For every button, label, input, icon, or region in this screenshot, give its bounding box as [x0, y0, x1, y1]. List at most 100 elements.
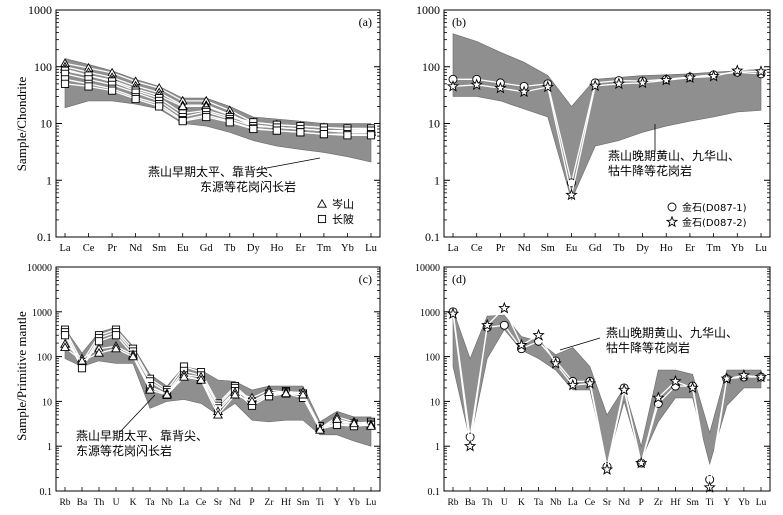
data-point-star — [707, 69, 720, 82]
legend-marker-circle — [667, 202, 677, 212]
x-tick-label: Gd — [589, 243, 603, 254]
data-point-triangle — [315, 424, 325, 434]
y-tick-label: 100 — [34, 60, 52, 74]
x-tick-label: La — [59, 243, 70, 254]
legend-label: 金石(D087-1) — [682, 201, 747, 214]
x-tick-label: Ho — [270, 243, 283, 254]
legend-marker-triangle — [317, 198, 327, 208]
data-point-star — [737, 368, 751, 381]
data-point-star — [600, 463, 614, 475]
y-tick-label: 1000 — [416, 3, 440, 17]
data-point-square — [225, 118, 234, 127]
data-point-square — [111, 331, 121, 340]
x-tick-label: Yb — [341, 243, 354, 254]
x-tick-label: Nd — [518, 243, 532, 254]
x-tick-label: Hf — [670, 497, 681, 508]
data-point-square — [155, 102, 164, 111]
annotation-leader — [559, 337, 601, 351]
x-tick-label: Sr — [603, 498, 612, 508]
y-tick-label: 1000 — [420, 308, 440, 319]
x-tick-label: Tb — [613, 243, 625, 254]
data-point-star — [720, 372, 733, 385]
y-tick-label: 1 — [47, 442, 52, 453]
data-point-star — [481, 318, 494, 331]
data-point-star — [669, 374, 682, 387]
x-tick-label: Nb — [161, 498, 173, 508]
data-point-square — [343, 131, 352, 140]
data-point-square — [249, 124, 258, 134]
x-tick-label: Y — [334, 498, 341, 508]
data-point-square — [131, 94, 140, 104]
reference-field-band — [452, 33, 762, 201]
annotation-line-2: 东源等花岗闪长岩 — [200, 179, 296, 194]
series-line — [452, 70, 762, 196]
panel-label: (c) — [359, 272, 372, 286]
x-tick-label: Nd — [229, 498, 241, 508]
data-point-triangle — [332, 414, 342, 423]
x-tick-label: Ce — [196, 498, 207, 508]
data-point-square — [108, 86, 117, 95]
x-tick-label: Lu — [756, 498, 767, 508]
data-point-star — [446, 79, 460, 92]
data-point-circle — [499, 320, 509, 330]
y-tick-label: 10000 — [27, 263, 52, 274]
data-point-triangle — [349, 418, 359, 428]
x-tick-label: Pr — [496, 243, 506, 254]
annotation-line-1: 燕山晚期黄山、九华山、 — [608, 149, 740, 163]
data-point-triangle — [298, 389, 308, 399]
x-tick-label: Nd — [129, 243, 143, 254]
x-tick-label: Eu — [566, 243, 578, 254]
x-tick-label: Ce — [83, 243, 95, 254]
data-point-triangle — [179, 371, 189, 381]
legend-label: 长陂 — [332, 212, 354, 226]
ylabel-top: Sample/Chondrite — [14, 76, 29, 171]
x-tick-label: La — [447, 243, 458, 254]
x-tick-label: Gd — [200, 243, 214, 254]
x-tick-label: La — [568, 498, 579, 508]
x-tick-label: Sm — [686, 498, 699, 508]
data-point-square — [202, 112, 211, 122]
data-point-square — [296, 128, 305, 137]
data-point-star — [652, 391, 665, 404]
data-point-square — [366, 131, 376, 140]
ylabel-bottom: Sample/Primitive mantle — [14, 311, 29, 441]
x-tick-label: Sm — [152, 243, 166, 254]
legend-label: 金石(D087-2) — [682, 216, 747, 229]
x-tick-label: Tb — [224, 243, 236, 254]
y-tick-label: 1 — [435, 442, 440, 453]
data-point-triangle — [247, 396, 257, 405]
y-tick-label: 1 — [434, 173, 440, 187]
data-point-star — [686, 381, 699, 394]
data-point-triangle — [77, 355, 87, 365]
data-point-triangle — [264, 387, 274, 396]
x-tick-label: Lu — [365, 243, 377, 254]
chart-panel-a: 0.1 1 10 100 1000 La Ce Pr Nd Sm Eu Gd Tb Dy Ho Er Tm Yb L… — [28, 3, 381, 254]
data-point-star — [583, 377, 597, 389]
data-point-star — [731, 64, 744, 76]
x-tick-label: Y — [723, 498, 730, 508]
y-tick-label: 100 — [37, 353, 52, 364]
y-tick-label: 1000 — [32, 308, 52, 319]
reference-field-band — [64, 326, 372, 447]
data-point-triangle — [366, 421, 376, 430]
x-tick-label: Rb — [447, 498, 458, 508]
data-point-star — [565, 188, 578, 201]
data-point-star — [754, 370, 768, 383]
x-tick-label: Sr — [214, 498, 223, 508]
data-point-star — [494, 81, 507, 94]
x-tick-label: Ta — [534, 498, 544, 508]
x-tick-label: Sm — [541, 243, 555, 254]
x-tick-label: P — [639, 498, 644, 508]
x-tick-label: Lu — [755, 243, 767, 254]
x-tick-label: Ba — [77, 498, 88, 508]
data-point-star — [498, 301, 511, 314]
data-point-triangle — [196, 374, 206, 384]
x-tick-label: Eu — [177, 243, 189, 254]
x-tick-label: Er — [685, 243, 695, 254]
data-point-star — [549, 357, 562, 369]
x-tick-label: Rb — [59, 498, 70, 508]
x-tick-label: Pr — [107, 243, 117, 254]
data-point-star — [589, 79, 602, 92]
data-point-triangle — [111, 343, 121, 353]
x-tick-label: Zr — [654, 498, 664, 508]
